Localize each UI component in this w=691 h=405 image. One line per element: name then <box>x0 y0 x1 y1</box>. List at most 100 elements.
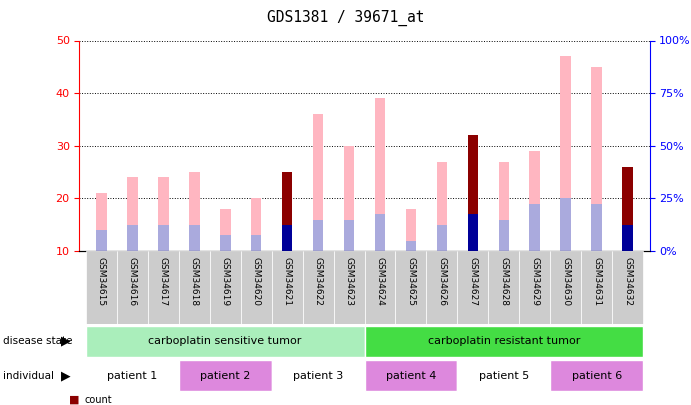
Bar <box>437 162 447 251</box>
Bar <box>220 209 231 251</box>
Bar <box>343 146 354 251</box>
Text: GSM34618: GSM34618 <box>189 257 198 306</box>
Text: GSM34630: GSM34630 <box>561 257 570 306</box>
Bar <box>96 230 106 251</box>
Bar <box>498 220 509 251</box>
Text: GSM34619: GSM34619 <box>220 257 229 306</box>
Text: GSM34626: GSM34626 <box>437 257 446 306</box>
Bar <box>457 360 551 391</box>
Bar <box>364 251 395 324</box>
Text: GSM34624: GSM34624 <box>375 257 384 306</box>
Text: GSM34632: GSM34632 <box>623 257 632 306</box>
Bar <box>468 214 478 251</box>
Bar <box>126 177 138 251</box>
Bar <box>364 360 457 391</box>
Bar <box>364 326 643 357</box>
Text: patient 5: patient 5 <box>479 371 529 381</box>
Text: ▶: ▶ <box>61 335 70 348</box>
Bar <box>282 172 292 251</box>
Bar <box>220 235 231 251</box>
Bar <box>468 135 478 251</box>
Bar <box>591 204 603 251</box>
Bar <box>457 251 489 324</box>
Bar <box>282 225 292 251</box>
Bar <box>282 225 292 251</box>
Bar <box>86 251 117 324</box>
Text: GSM34615: GSM34615 <box>97 257 106 306</box>
Bar <box>529 151 540 251</box>
Bar <box>312 114 323 251</box>
Bar <box>551 360 643 391</box>
Bar <box>251 235 261 251</box>
Bar <box>529 204 540 251</box>
Bar <box>158 225 169 251</box>
Text: GSM34631: GSM34631 <box>592 257 601 306</box>
Bar <box>96 193 106 251</box>
Bar <box>468 214 478 251</box>
Bar <box>303 251 334 324</box>
Text: count: count <box>84 395 112 405</box>
Text: GSM34621: GSM34621 <box>283 257 292 306</box>
Bar <box>623 167 633 251</box>
Bar <box>272 251 303 324</box>
Bar <box>468 135 478 251</box>
Text: GSM34629: GSM34629 <box>531 257 540 306</box>
Bar <box>240 251 272 324</box>
Bar <box>489 251 520 324</box>
Bar <box>498 162 509 251</box>
Text: GSM34625: GSM34625 <box>406 257 415 306</box>
Bar <box>86 326 364 357</box>
Bar <box>312 220 323 251</box>
Text: carboplatin sensitive tumor: carboplatin sensitive tumor <box>149 336 302 346</box>
Bar <box>178 360 272 391</box>
Bar <box>251 198 261 251</box>
Text: GSM34617: GSM34617 <box>159 257 168 306</box>
Text: GSM34620: GSM34620 <box>252 257 261 306</box>
Bar <box>406 209 417 251</box>
Text: individual: individual <box>3 371 55 381</box>
Text: patient 3: patient 3 <box>293 371 343 381</box>
Bar <box>375 214 386 251</box>
Text: GSM34627: GSM34627 <box>468 257 477 306</box>
Bar <box>551 251 581 324</box>
Bar <box>560 56 571 251</box>
Text: patient 1: patient 1 <box>107 371 158 381</box>
Bar <box>126 225 138 251</box>
Text: GSM34623: GSM34623 <box>345 257 354 306</box>
Text: patient 6: patient 6 <box>571 371 622 381</box>
Bar <box>520 251 551 324</box>
Text: patient 2: patient 2 <box>200 371 250 381</box>
Bar <box>612 251 643 324</box>
Bar <box>189 172 200 251</box>
Text: ■: ■ <box>69 395 79 405</box>
Bar <box>209 251 240 324</box>
Text: patient 4: patient 4 <box>386 371 436 381</box>
Bar <box>272 360 365 391</box>
Bar <box>623 225 633 251</box>
Bar <box>148 251 178 324</box>
Text: ▶: ▶ <box>61 369 70 382</box>
Bar <box>406 241 417 251</box>
Bar <box>334 251 365 324</box>
Text: GSM34616: GSM34616 <box>128 257 137 306</box>
Bar <box>581 251 612 324</box>
Bar <box>591 67 603 251</box>
Text: GSM34628: GSM34628 <box>500 257 509 306</box>
Bar <box>426 251 457 324</box>
Bar <box>178 251 209 324</box>
Bar <box>375 98 386 251</box>
Bar <box>343 220 354 251</box>
Bar <box>623 167 633 251</box>
Text: carboplatin resistant tumor: carboplatin resistant tumor <box>428 336 580 346</box>
Bar <box>437 225 447 251</box>
Text: GSM34622: GSM34622 <box>314 257 323 306</box>
Bar <box>189 225 200 251</box>
Bar <box>282 172 292 251</box>
Text: disease state: disease state <box>3 336 73 346</box>
Bar <box>117 251 148 324</box>
Bar <box>86 360 178 391</box>
Bar <box>623 225 633 251</box>
Bar <box>158 177 169 251</box>
Bar <box>560 198 571 251</box>
Bar <box>395 251 426 324</box>
